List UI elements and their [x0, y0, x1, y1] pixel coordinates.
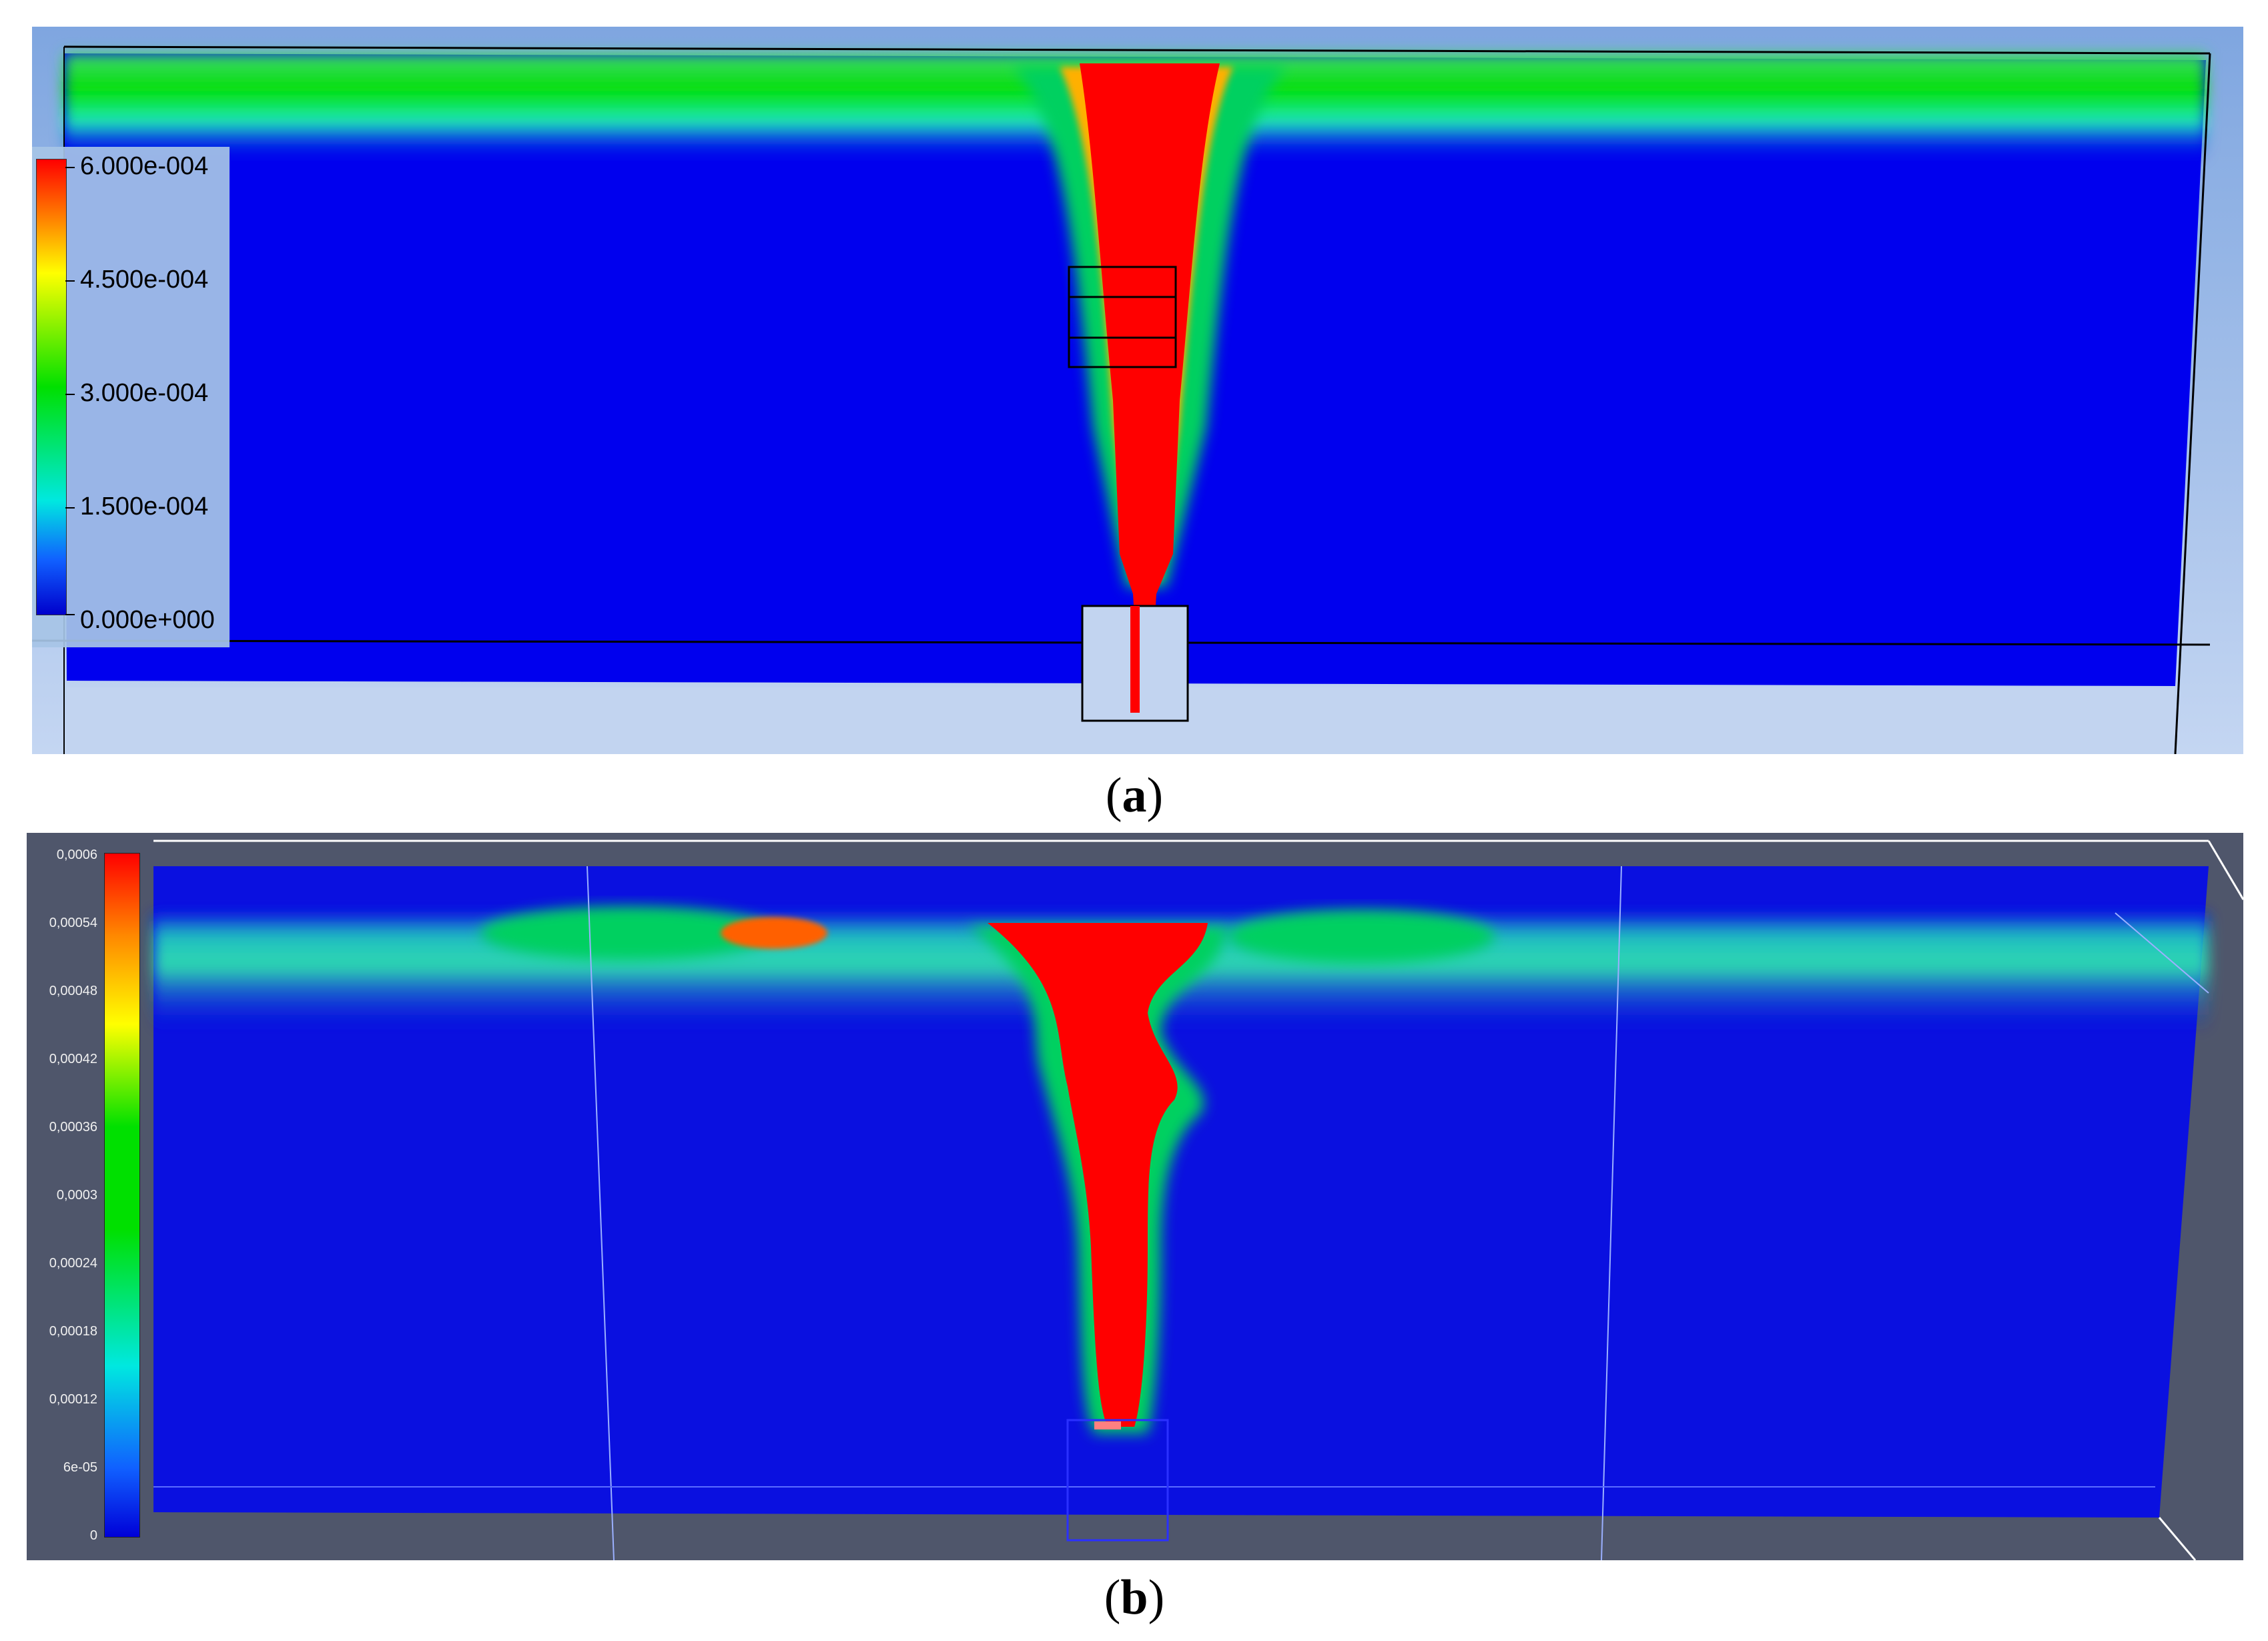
panel-a-field [32, 27, 2243, 754]
panel-b-caption: (b) [1104, 1570, 1165, 1625]
panel-a-caption: (a) [1105, 768, 1164, 823]
panel-a-colorbar: 6.000e-004 4.500e-004 3.000e-004 1.500e-… [32, 147, 230, 647]
panel-b-colorbar-label: 0,00024 [49, 1256, 97, 1271]
panel-a-colorbar-label-min: 0.000e+000 [80, 606, 215, 634]
panel-a-contour-plot: 6.000e-004 4.500e-004 3.000e-004 1.500e-… [32, 27, 2243, 754]
panel-a-colorbar-label-max: 6.000e-004 [80, 152, 209, 180]
panel-b-colorbar-label: 0,00054 [49, 916, 97, 930]
panel-a-colorbar-label: 3.000e-004 [80, 379, 209, 407]
panel-b-colorbar-gradient [104, 853, 140, 1538]
panel-b-colorbar-label: 6e-05 [63, 1460, 97, 1475]
panel-b-colorbar-label: 0,0003 [56, 1188, 97, 1203]
panel-b-colorbar-label: 0,00048 [49, 984, 97, 998]
panel-b-contour-plot: 0,0006 0,00054 0,00048 0,00042 0,00036 0… [27, 833, 2243, 1560]
panel-b-colorbar-label: 0,00036 [49, 1120, 97, 1134]
panel-b-colorbar-label: 0,00042 [49, 1052, 97, 1066]
panel-a-colorbar-label: 4.500e-004 [80, 266, 209, 294]
panel-a-colorbar-gradient [36, 159, 67, 615]
panel-a-caption-letter: a [1122, 768, 1147, 823]
panel-b-colorbar-label-max: 0,0006 [56, 848, 97, 862]
panel-b-colorbar-label: 0,00012 [49, 1392, 97, 1407]
panel-b-colorbar: 0,0006 0,00054 0,00048 0,00042 0,00036 0… [27, 833, 147, 1560]
panel-b-colorbar-label: 0,00018 [49, 1324, 97, 1339]
panel-b-colorbar-label-min: 0 [89, 1528, 97, 1543]
panel-a-colorbar-label: 1.500e-004 [80, 493, 209, 521]
panel-b-field [27, 833, 2243, 1560]
panel-b-caption-letter: b [1120, 1570, 1148, 1625]
